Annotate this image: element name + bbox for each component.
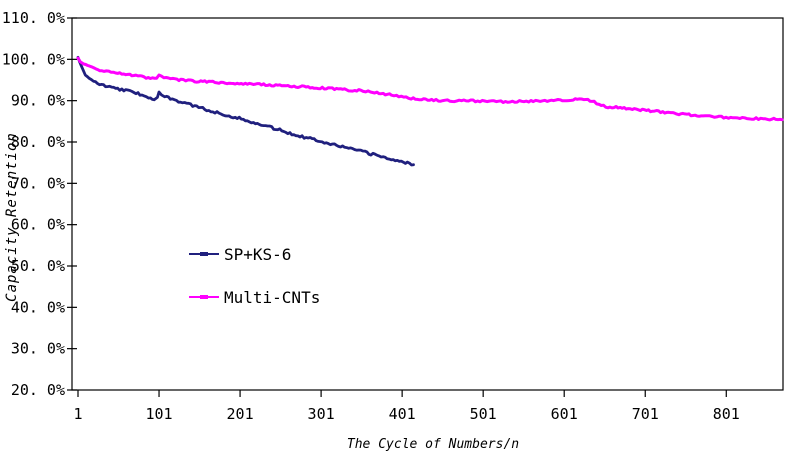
- y-tick-label: 50. 0%: [11, 257, 65, 275]
- y-tick-label: 20. 0%: [11, 381, 65, 399]
- legend: SP+KS-6 Multi-CNTs: [189, 245, 320, 307]
- y-axis-title: Capacity Retention: [4, 132, 20, 302]
- x-tick-label: 201: [227, 405, 254, 423]
- y-tick-label: 40. 0%: [11, 298, 65, 316]
- x-axis-title: The Cycle of Numbers/n: [347, 437, 519, 452]
- legend-item-sp-ks6: SP+KS-6: [189, 245, 291, 264]
- x-tick-label: 501: [470, 405, 497, 423]
- plot-area: 110. 0% 100. 0% 90. 0% 80. 0% 70. 0% 60. 0% 50…: [2, 9, 784, 423]
- x-tick-label: 701: [632, 405, 659, 423]
- y-tick-label: 100. 0%: [2, 50, 65, 68]
- y-tick-label: 90. 0%: [11, 92, 65, 110]
- series-line-multi-cnts: [76, 56, 784, 122]
- y-tick-label: 60. 0%: [11, 216, 65, 234]
- x-tick-label: 401: [389, 405, 416, 423]
- y-tick-label: 110. 0%: [2, 9, 65, 27]
- y-tick-label: 30. 0%: [11, 340, 65, 358]
- plot-border: [71, 17, 784, 391]
- x-tick-label: 801: [713, 405, 740, 423]
- legend-item-multi-cnts: Multi-CNTs: [189, 288, 320, 307]
- y-tick-label: 80. 0%: [11, 133, 65, 151]
- x-tick-label: 1: [73, 405, 82, 423]
- x-tick-label: 601: [551, 405, 578, 423]
- y-tick-label: 70. 0%: [11, 174, 65, 192]
- legend-label: Multi-CNTs: [224, 288, 320, 307]
- x-tick-label: 301: [308, 405, 335, 423]
- x-tick-label: 101: [145, 405, 172, 423]
- legend-label: SP+KS-6: [224, 245, 291, 264]
- series-line-sp-ks6: [76, 55, 415, 167]
